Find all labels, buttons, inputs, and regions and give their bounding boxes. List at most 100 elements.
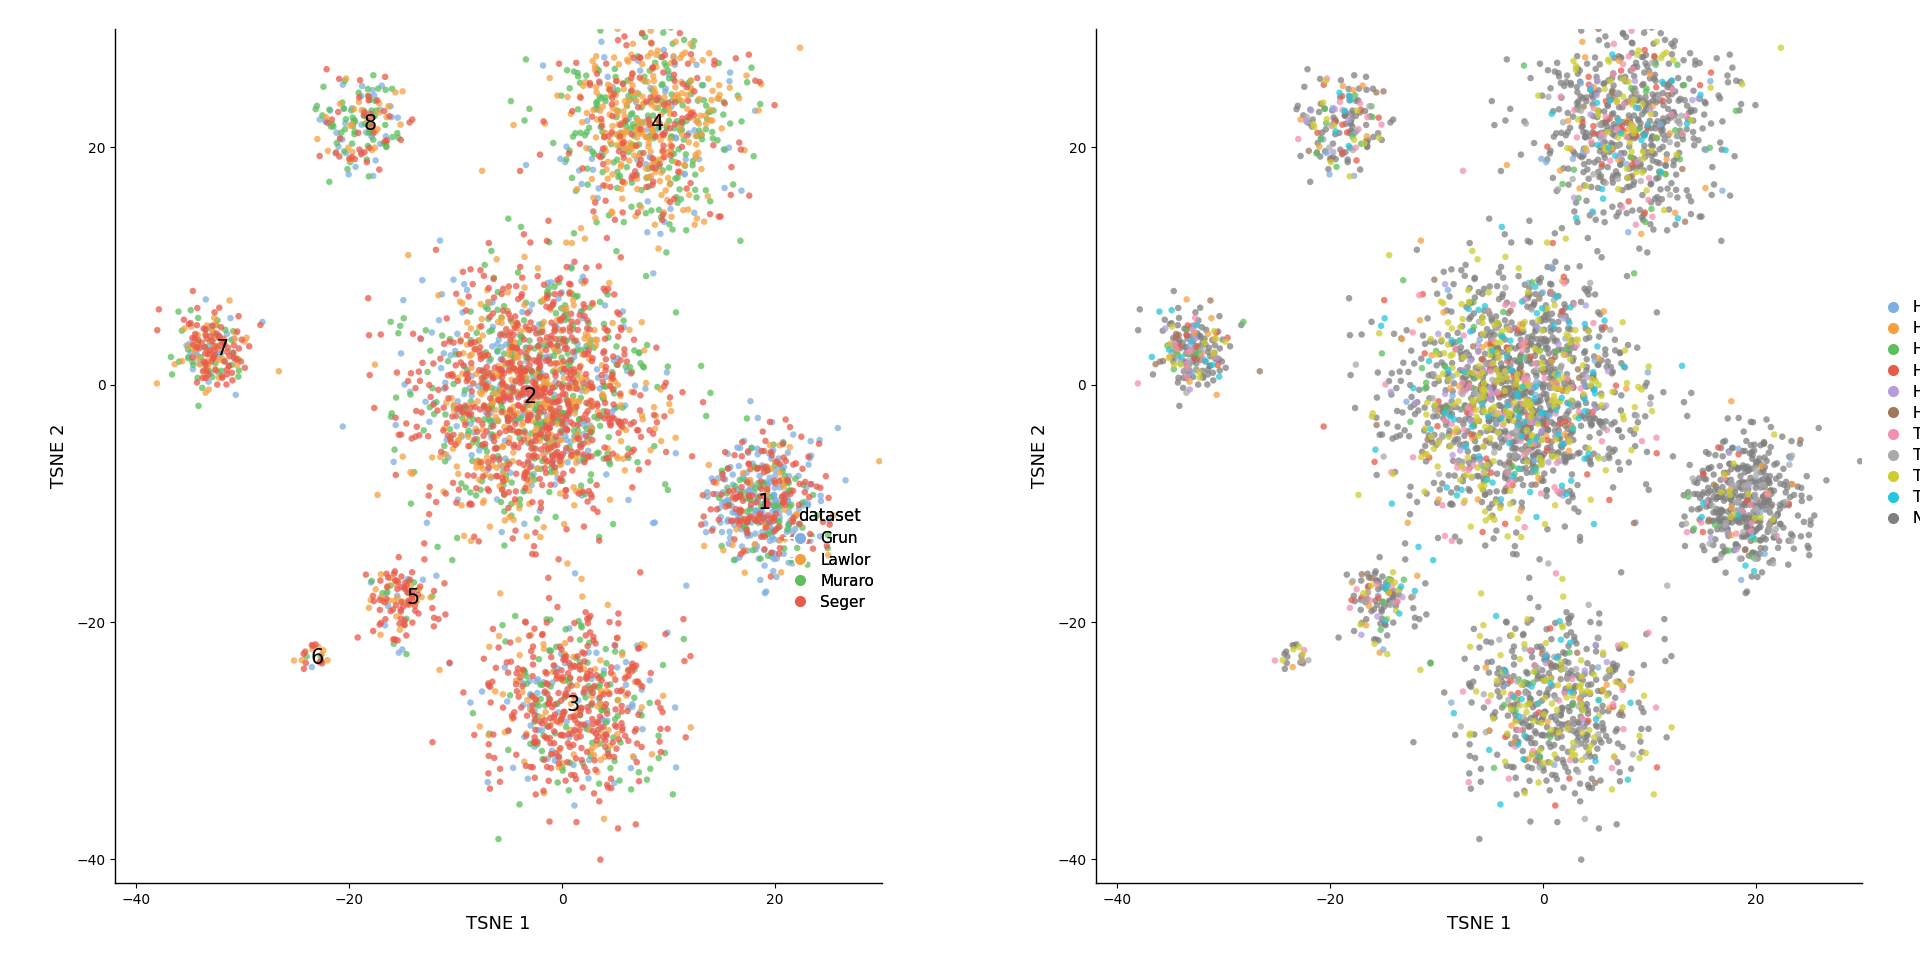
Point <box>1751 491 1782 506</box>
Point <box>436 391 467 406</box>
Point <box>321 145 351 160</box>
Point <box>1469 439 1500 454</box>
Point <box>1745 546 1776 562</box>
Point <box>756 447 787 463</box>
Point <box>659 107 689 122</box>
Point <box>1428 264 1459 279</box>
Point <box>768 540 799 556</box>
Point <box>612 111 643 127</box>
Point <box>528 385 559 400</box>
Point <box>336 150 367 165</box>
Point <box>1551 605 1582 620</box>
Point <box>563 65 593 81</box>
Point <box>1622 47 1653 62</box>
Point <box>582 111 612 127</box>
Point <box>680 205 710 221</box>
Point <box>455 695 486 710</box>
Point <box>1713 504 1743 519</box>
Point <box>1738 474 1768 490</box>
Point <box>829 472 860 488</box>
Point <box>1532 719 1563 734</box>
Point <box>637 124 668 139</box>
Point <box>1524 448 1555 464</box>
Point <box>1325 73 1356 88</box>
Point <box>1619 108 1649 123</box>
Point <box>620 658 651 673</box>
Point <box>465 340 495 355</box>
Point <box>300 636 330 652</box>
Point <box>1734 482 1764 497</box>
Point <box>290 656 321 671</box>
Point <box>778 515 808 530</box>
Point <box>371 133 401 149</box>
Point <box>392 578 422 593</box>
Point <box>724 550 755 565</box>
Point <box>724 502 755 517</box>
Point <box>557 393 588 408</box>
Point <box>1536 380 1567 396</box>
Point <box>1430 418 1461 433</box>
Point <box>1386 579 1417 594</box>
Point <box>1461 382 1492 397</box>
Point <box>1323 630 1354 645</box>
Point <box>639 81 670 96</box>
Point <box>1644 0 1674 6</box>
Point <box>1548 114 1578 130</box>
Point <box>459 468 490 483</box>
Point <box>202 339 232 354</box>
Point <box>591 728 622 743</box>
Point <box>194 347 225 362</box>
Point <box>1586 352 1617 368</box>
Point <box>588 389 618 404</box>
Point <box>793 497 824 513</box>
Point <box>563 336 593 351</box>
Point <box>1461 440 1492 455</box>
Point <box>593 330 624 346</box>
Point <box>612 668 643 684</box>
Point <box>605 131 636 146</box>
Point <box>753 496 783 512</box>
Point <box>1555 393 1586 408</box>
Point <box>586 852 616 867</box>
Point <box>1540 254 1571 270</box>
Point <box>572 381 603 396</box>
Point <box>371 135 401 151</box>
Point <box>470 404 501 420</box>
Point <box>1561 80 1592 95</box>
Point <box>749 511 780 526</box>
Point <box>1740 532 1770 547</box>
Point <box>1605 122 1636 137</box>
Point <box>1373 585 1404 600</box>
Point <box>561 455 591 470</box>
Point <box>516 698 547 713</box>
Point <box>1505 351 1536 367</box>
Point <box>1753 493 1784 509</box>
Point <box>568 684 599 700</box>
Point <box>1507 343 1538 358</box>
Point <box>588 281 618 297</box>
Point <box>509 697 540 712</box>
Point <box>1154 339 1185 354</box>
Point <box>1565 708 1596 724</box>
Point <box>1678 521 1709 537</box>
Point <box>555 449 586 465</box>
Point <box>553 89 584 105</box>
Point <box>1534 735 1565 751</box>
Point <box>497 708 528 723</box>
Point <box>1584 708 1615 724</box>
Point <box>1549 347 1580 362</box>
Point <box>526 405 557 420</box>
Point <box>747 444 778 459</box>
Point <box>1457 458 1488 473</box>
Point <box>1584 615 1615 631</box>
Point <box>564 661 595 677</box>
Point <box>1586 181 1617 197</box>
Point <box>507 270 538 285</box>
Point <box>726 546 756 562</box>
Point <box>204 328 234 344</box>
Point <box>440 343 470 358</box>
Point <box>365 615 396 631</box>
Point <box>1745 480 1776 495</box>
Point <box>438 552 468 567</box>
Point <box>524 380 555 396</box>
